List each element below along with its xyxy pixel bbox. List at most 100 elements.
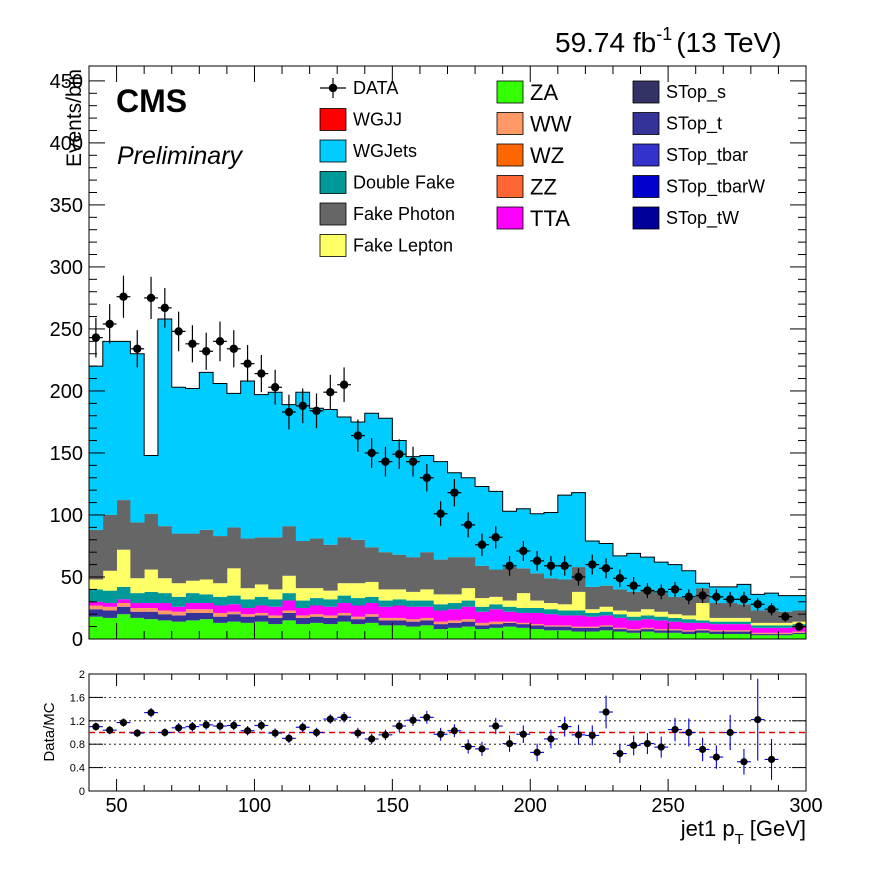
stack-bar-double-fake-2 (116, 586, 131, 600)
stack-bar-wgjets-21 (378, 418, 393, 553)
data-point-37 (599, 558, 613, 579)
data-point-40 (640, 583, 655, 599)
ratio-point-47 (737, 748, 751, 775)
stack-bar-za-29 (488, 627, 504, 639)
stack-bar-ww-38 (612, 627, 628, 630)
stack-bar-double-fake-15 (295, 600, 311, 608)
legend: DATA WGJJ WGJets Double Fake Fake Photon Fake… (319, 78, 765, 257)
data-point-9 (213, 321, 227, 362)
stack-bar-ww-44 (695, 629, 710, 631)
stack-bar-double-fake-46 (723, 621, 738, 625)
stack-bar-double-fake-50 (778, 625, 793, 628)
ratio-point-8 (199, 720, 214, 730)
data-point-36 (585, 554, 600, 575)
stack-bar-tta-49 (764, 627, 779, 633)
stack-bar-fake-photon-45 (709, 603, 724, 618)
legend-label: WZ (530, 143, 564, 168)
stack-bar-wgjets-3 (130, 353, 145, 523)
data-point-29 (488, 526, 503, 549)
stack-bar-wgjets-40 (640, 557, 655, 590)
ratio-point-21 (378, 729, 393, 741)
stack-bar-tta-15 (295, 607, 311, 616)
stack-bar-double-fake-21 (378, 600, 393, 607)
stack-bar-za-45 (709, 634, 724, 639)
stack-bar-wgjets-16 (309, 408, 324, 539)
stack-bar-stop-50 (778, 634, 793, 636)
y-tick-label-300: 300 (50, 257, 83, 279)
stack-bar-wgjets-30 (502, 511, 517, 568)
stack-bar-tta-11 (240, 607, 255, 615)
data-point-32 (530, 550, 545, 571)
stack-bar-wgjets-14 (282, 404, 297, 527)
stack-bar-stop-3 (130, 611, 145, 618)
ratio-point-26 (447, 724, 462, 738)
stack-bar-stop-1 (102, 610, 117, 618)
stack-bar-za-14 (282, 620, 297, 639)
ratio-point-18 (337, 712, 351, 723)
y-tick-label-150: 150 (50, 443, 83, 465)
legend-label: DATA (353, 78, 398, 98)
legend-label: WGJJ (353, 110, 402, 130)
stack-bar-wgjets-8 (199, 372, 214, 530)
ratio-y-tick-label-1.2: 1.2 (70, 716, 85, 728)
stack-bar-fake-photon-14 (282, 526, 297, 576)
ratio-point-46 (723, 714, 738, 751)
stack-bar-double-fake-31 (516, 607, 531, 613)
legend-item-double-fake: Double Fake (319, 171, 455, 194)
stack-bar-fake-lepton-31 (516, 593, 531, 608)
stack-bar-fake-photon-28 (475, 565, 490, 599)
stack-outline (88, 318, 806, 639)
stack-bar-wgjets-6 (171, 387, 186, 534)
stack-bar-ww-16 (309, 614, 324, 617)
stack-bar-wgjets-17 (323, 409, 338, 545)
stack-bar-ww-40 (640, 627, 655, 630)
stack-bar-fake-photon-47 (737, 604, 752, 618)
data-point-49 (764, 603, 779, 616)
stack-bar-tta-23 (406, 606, 421, 620)
ratio-y-tick-label-0: 0 (79, 786, 85, 798)
ratio-point-38 (612, 744, 627, 763)
legend-label: STop_s (666, 82, 726, 103)
stack-bar-fake-lepton-7 (185, 580, 200, 594)
stack-bar-tta-0 (89, 601, 104, 606)
stack-bar-double-fake-47 (737, 621, 752, 625)
stack-bar-tta-39 (626, 620, 641, 630)
stack-bar-ww-9 (213, 612, 228, 617)
stack-bar-tta-28 (475, 611, 490, 623)
stack-bar-fake-lepton-8 (199, 579, 214, 595)
stack-bar-za-19 (350, 624, 366, 639)
ratio-point-12 (254, 720, 269, 731)
stack-bar-stop-0 (89, 609, 104, 617)
stack-bar-double-fake-18 (337, 595, 352, 604)
ratio-point-23 (406, 714, 420, 727)
data-point-21 (378, 446, 393, 477)
stack-bar-za-24 (419, 625, 435, 639)
stack-bar-fake-photon-17 (323, 544, 338, 591)
stack-bar-za-42 (668, 632, 683, 639)
stack-bar-stop-29 (488, 624, 504, 628)
stack-bar-za-6 (171, 621, 186, 639)
stack-bar-fake-photon-4 (144, 513, 159, 570)
stack-bar-wgjets-1 (102, 341, 117, 515)
stack-bar-ww-8 (199, 609, 214, 613)
stack-bar-za-12 (254, 621, 269, 639)
stack-bar-fake-photon-11 (240, 538, 255, 589)
stack-bar-fake-photon-27 (461, 557, 476, 589)
stack-bar-fake-photon-22 (392, 554, 407, 590)
stack-bar-fake-photon-8 (199, 529, 214, 580)
stack-bar-stop-22 (392, 620, 407, 626)
ratio-point-30 (502, 735, 517, 752)
stack-bar-double-fake-8 (199, 594, 214, 604)
stack-bar-za-46 (723, 634, 738, 639)
stack-bar-wgjets-19 (350, 421, 366, 540)
stack-bar-fake-lepton-15 (295, 588, 311, 601)
ratio-point-41 (654, 736, 669, 758)
ratio-point-44 (695, 737, 710, 762)
stack-bar-double-fake-29 (488, 604, 504, 610)
stack-bar-stop-28 (475, 625, 490, 630)
stack-bar-tta-46 (723, 624, 738, 631)
stack-bar-stop-16 (309, 616, 324, 623)
